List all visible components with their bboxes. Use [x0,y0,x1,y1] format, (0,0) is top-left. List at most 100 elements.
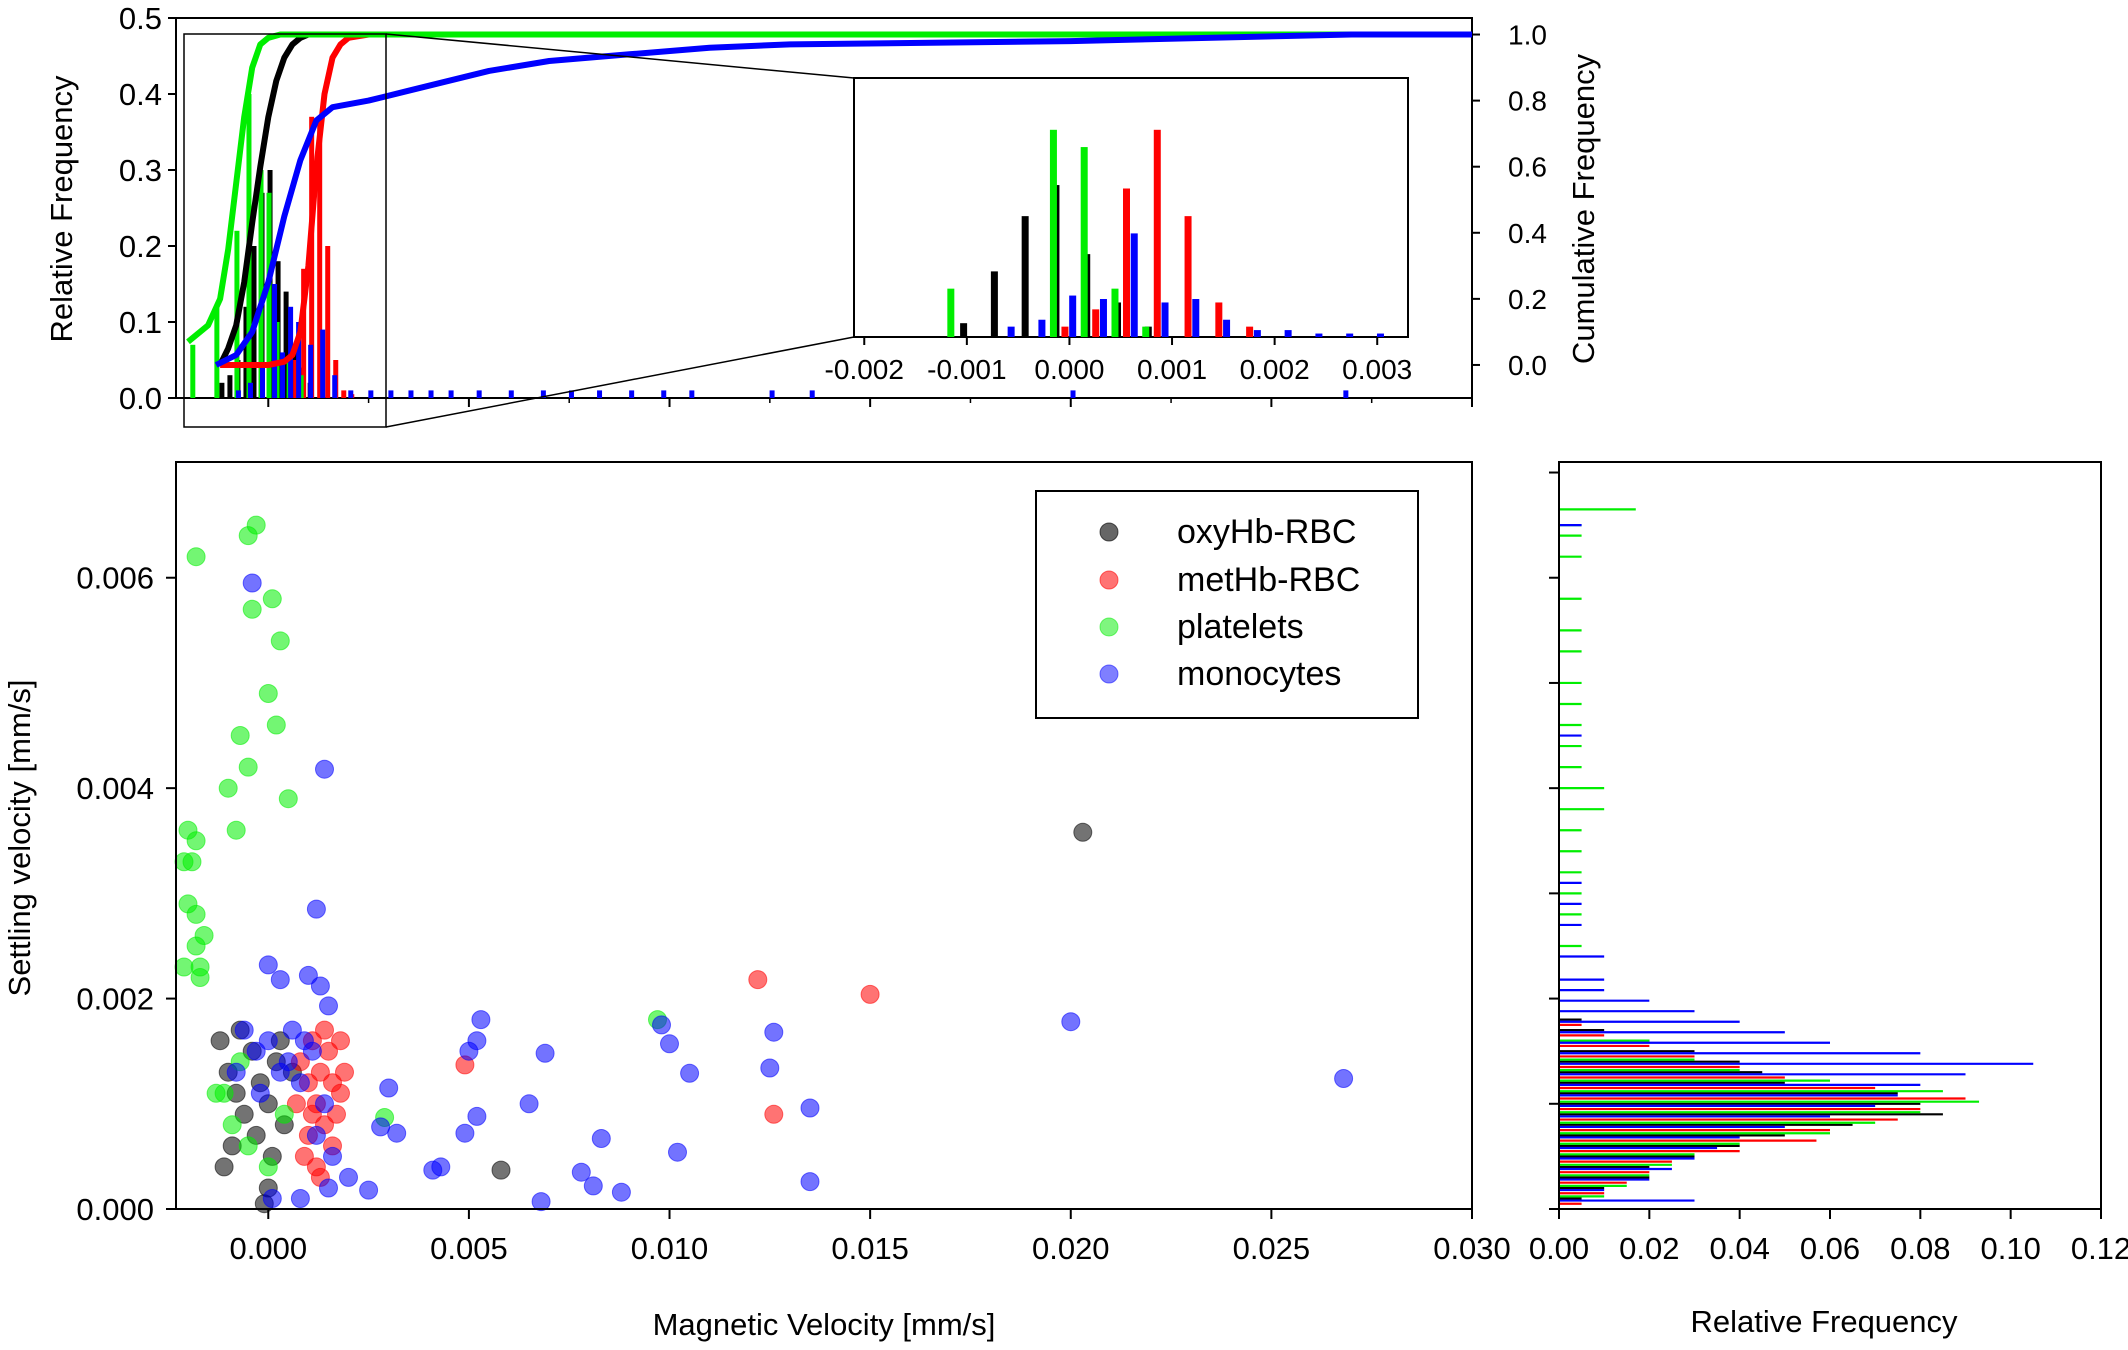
scatter-point-monocytes [315,759,334,779]
top-bar-platelets [214,306,220,398]
scatter-point-monocytes [467,1106,487,1126]
top-bar-monocytes [320,329,326,398]
scatter-point-monocytes [290,1189,310,1208]
top-bar-monocytes [508,390,514,398]
inset-histogram-bars [947,129,1384,337]
top-bar-monocytes [540,390,546,398]
scatter-x-tick-label: 0.030 [1433,1231,1511,1266]
scatter-point-platelets [186,831,206,851]
scatter-point-monocytes [591,1129,611,1148]
scatter-point-platelets [262,589,282,609]
top-y2-tick-label: 0.6 [1508,152,1547,183]
right-x-tick-label: 0.06 [1800,1231,1860,1266]
scatter-point-monocytes [270,970,290,990]
top-bar-monocytes [348,390,354,398]
right-x-tick-label: 0.08 [1890,1231,1950,1266]
inset-axes: -0.002 -0.001 0.000 0.001 0.002 0.003 [825,337,1412,385]
right-histogram-panel: 0.00 0.02 0.04 0.06 0.08 0.10 0.12 Relative Fr… [1529,461,2128,1339]
legend-marker-oxyhb [1099,522,1119,542]
scatter-point-monocytes [319,996,338,1016]
right-histogram-bars [1559,508,2034,1205]
scatter-point-methb-rbc [286,1094,306,1114]
legend-label-oxyhb: oxyHb-RBC [1177,513,1356,551]
top-plot-frame [175,17,1473,399]
scatter-point-platelets [186,904,206,924]
top-bar-monocytes [428,390,434,398]
scatter-point-methb-rbc [294,1146,314,1166]
top-bar-monocytes [476,390,482,398]
right-axes: 0.00 0.02 0.04 0.06 0.08 0.10 0.12 [1529,471,2128,1266]
scatter-point-platelets [242,599,262,619]
inset-bar-methb-rbc [1184,216,1192,337]
legend-label-monocytes: monocytes [1177,655,1341,693]
legend-marker-methb [1099,570,1119,590]
zoom-connector-top [385,33,855,79]
top-bar-monocytes [308,344,314,398]
top-y2-tick-label: 0.4 [1508,218,1547,249]
scatter-point-oxyhb-rbc [214,1157,234,1177]
scatter-point-monocytes [246,1041,266,1061]
scatter-point-platelets [218,778,238,798]
scatter-point-monocytes [315,1094,334,1114]
scatter-point-monocytes [282,1020,302,1040]
scatter-point-monocytes [611,1182,631,1202]
top-bar-monocytes [408,390,414,398]
scatter-point-platelets [238,757,258,777]
inset-bar-monocytes [1376,333,1384,337]
scatter-point-methb-rbc [302,1104,322,1124]
top-y-tick-label: 0.4 [119,77,162,112]
inset-bar-methb-rbc [1215,302,1223,337]
inset-bar-monocytes [1223,319,1231,337]
inset-bar-platelets [1080,147,1088,337]
scatter-point-oxyhb-rbc [491,1160,511,1180]
top-bar-monocytes [629,390,635,398]
top-y2-tick-label: 0.0 [1508,350,1547,381]
scatter-point-platelets [238,1136,258,1156]
legend-marker-monocytes [1099,664,1119,684]
top-y-tick-label: 0.0 [119,381,162,416]
scatter-point-oxyhb-rbc [222,1136,242,1156]
top-y-tick-label: 0.3 [119,153,162,188]
scatter-point-monocytes [800,1098,820,1118]
scatter-point-monocytes [278,1052,298,1072]
top-bar-monocytes [661,390,667,398]
scatter-x-tick-label: 0.025 [1233,1231,1311,1266]
scatter-plot-frame [175,461,1473,1210]
scatter-point-oxyhb-rbc [234,1104,254,1124]
scatter-point-monocytes [467,1031,487,1051]
top-bar-platelets [274,322,280,398]
top-bar-monocytes [332,375,338,398]
scatter-point-monocytes [319,1178,338,1198]
inset-bar-methb-rbc [1153,129,1161,337]
legend: oxyHb-RBC metHb-RBC platelets monocytes [1035,490,1419,719]
scatter-point-monocytes [371,1117,391,1137]
zoom-connector-bottom [385,336,855,428]
scatter-point-monocytes [571,1162,591,1182]
inset-bar-monocytes [1346,333,1354,337]
scatter-x-tick-label: 0.010 [631,1231,709,1266]
scatter-x-tick-label: 0.000 [229,1231,307,1266]
inset-x-tick-label: 0.000 [1034,354,1104,385]
top-bar-methb-rbc [293,360,299,398]
inset-histogram-panel: -0.002 -0.001 0.000 0.001 0.002 0.003 [825,77,1412,385]
right-x-tick-label: 0.12 [2071,1231,2128,1266]
scatter-point-monocytes [660,1034,679,1054]
scatter-point-monocytes [250,1083,270,1103]
top-y-axis-label: Relative Frequency [44,75,79,343]
scatter-point-oxyhb-rbc [210,1031,230,1051]
scatter-point-monocytes [310,976,330,996]
scatter-y-tick-label: 0.000 [76,1192,154,1227]
scatter-point-monocytes [583,1176,603,1196]
scatter-point-monocytes [764,1022,784,1042]
inset-bar-platelets [947,288,955,337]
scatter-point-monocytes [531,1192,551,1212]
inset-bar-monocytes [1284,330,1292,337]
scatter-point-monocytes [234,1020,254,1040]
top-bar-methb-rbc [301,268,307,398]
inset-bar-monocytes [1253,330,1261,337]
scatter-point-platelets [186,936,206,956]
inset-bar-platelets [1049,129,1057,337]
top-bar-methb-rbc [341,390,347,398]
top-y2-tick-label: 1.0 [1508,20,1547,51]
scatter-y-tick-label: 0.002 [76,982,154,1017]
